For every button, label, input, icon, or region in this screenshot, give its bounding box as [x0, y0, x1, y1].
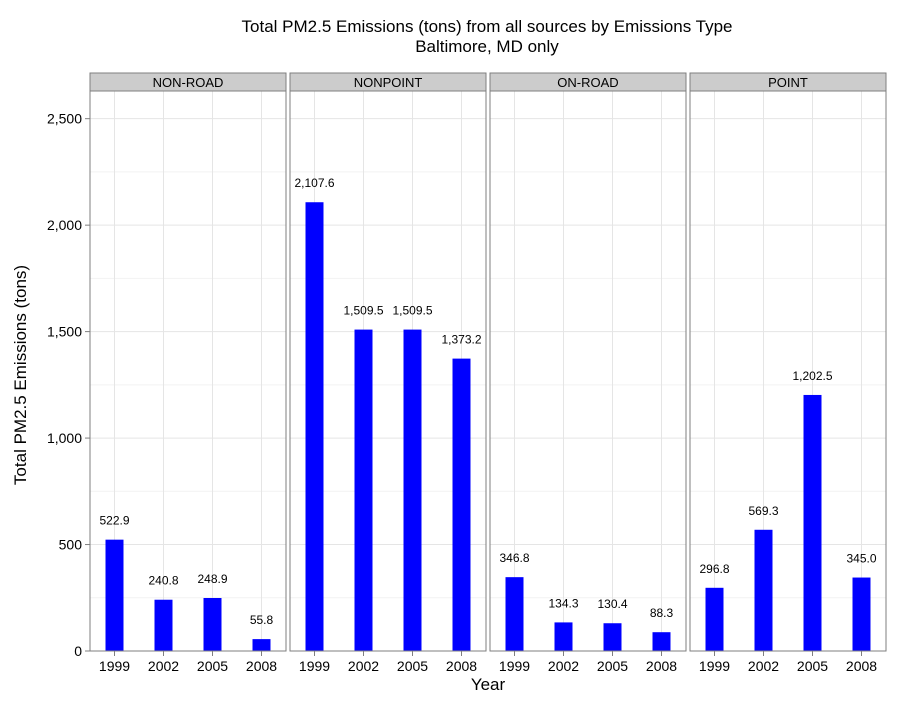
y-tick-label: 2,000: [47, 217, 82, 233]
panel-strip-label: NONPOINT: [354, 75, 423, 90]
bar-value-label: 1,373.2: [441, 333, 481, 347]
x-tick-label: 2005: [397, 658, 428, 674]
panel-strip-label: NON-ROAD: [153, 75, 224, 90]
panel-strip: [489, 72, 687, 92]
bar: [852, 577, 871, 651]
y-axis-label: Total PM2.5 Emissions (tons): [11, 265, 30, 485]
x-tick-label: 2008: [246, 658, 277, 674]
bar-value-label: 296.8: [699, 562, 729, 576]
bar-value-label: 569.3: [748, 504, 778, 518]
y-tick-label: 1,000: [47, 430, 82, 446]
bar-value-label: 522.9: [99, 514, 129, 528]
bar-value-label: 248.9: [197, 572, 227, 586]
y-tick-label: 500: [59, 537, 83, 553]
bar: [203, 598, 222, 651]
x-tick-label: 1999: [699, 658, 730, 674]
y-tick-label: 2,500: [47, 111, 82, 127]
x-tick-label: 1999: [99, 658, 130, 674]
x-tick-label: 1999: [299, 658, 330, 674]
bar-value-label: 240.8: [148, 574, 178, 588]
y-tick-label: 1,500: [47, 324, 82, 340]
bar-value-label: 88.3: [650, 606, 674, 620]
bar-value-label: 55.8: [250, 613, 274, 627]
x-tick-label: 2005: [597, 658, 628, 674]
x-tick-label: 2008: [446, 658, 477, 674]
panel-strip-label: ON-ROAD: [557, 75, 618, 90]
x-tick-label: 2002: [748, 658, 779, 674]
x-tick-label: 2002: [148, 658, 179, 674]
bar: [652, 632, 671, 651]
bar: [305, 202, 324, 651]
bar-value-label: 1,509.5: [392, 304, 432, 318]
panel-strip: [689, 72, 887, 92]
bar-value-label: 345.0: [846, 552, 876, 566]
chart-title: Total PM2.5 Emissions (tons) from all so…: [242, 17, 733, 36]
panel-strip: [89, 72, 287, 92]
x-tick-label: 2005: [797, 658, 828, 674]
bar: [403, 329, 422, 651]
bar: [803, 394, 822, 651]
bar: [154, 599, 173, 651]
x-tick-label: 1999: [499, 658, 530, 674]
bar: [252, 639, 271, 651]
x-tick-label: 2005: [197, 658, 228, 674]
bar: [105, 539, 124, 651]
bar-value-label: 1,509.5: [343, 304, 383, 318]
panel-strip-label: POINT: [768, 75, 808, 90]
bar: [354, 329, 373, 651]
panel-border: [489, 90, 687, 652]
x-tick-label: 2002: [548, 658, 579, 674]
bar-value-label: 134.3: [548, 596, 578, 610]
bar: [603, 623, 622, 651]
x-tick-label: 2008: [846, 658, 877, 674]
x-axis-label: Year: [471, 675, 506, 694]
bar-value-label: 2,107.6: [294, 176, 334, 190]
bar: [452, 358, 471, 651]
bar: [505, 577, 524, 651]
plot-layer: 0 500 1,000 1,500 2,000 2,500 522.9 240.8 248.9 5…: [47, 72, 887, 674]
bar-value-label: 130.4: [597, 597, 627, 611]
bar: [705, 587, 724, 651]
x-tick-label: 2008: [646, 658, 677, 674]
bar-value-label: 346.8: [499, 551, 529, 565]
panel-strip: [289, 72, 487, 92]
bar-value-label: 1,202.5: [792, 369, 832, 383]
bar: [754, 529, 773, 651]
y-tick-label: 0: [74, 643, 82, 659]
x-tick-label: 2002: [348, 658, 379, 674]
bar: [554, 622, 573, 651]
chart-subtitle: Baltimore, MD only: [415, 37, 559, 56]
